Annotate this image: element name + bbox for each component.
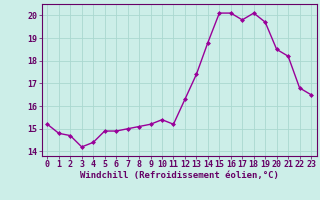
- X-axis label: Windchill (Refroidissement éolien,°C): Windchill (Refroidissement éolien,°C): [80, 171, 279, 180]
